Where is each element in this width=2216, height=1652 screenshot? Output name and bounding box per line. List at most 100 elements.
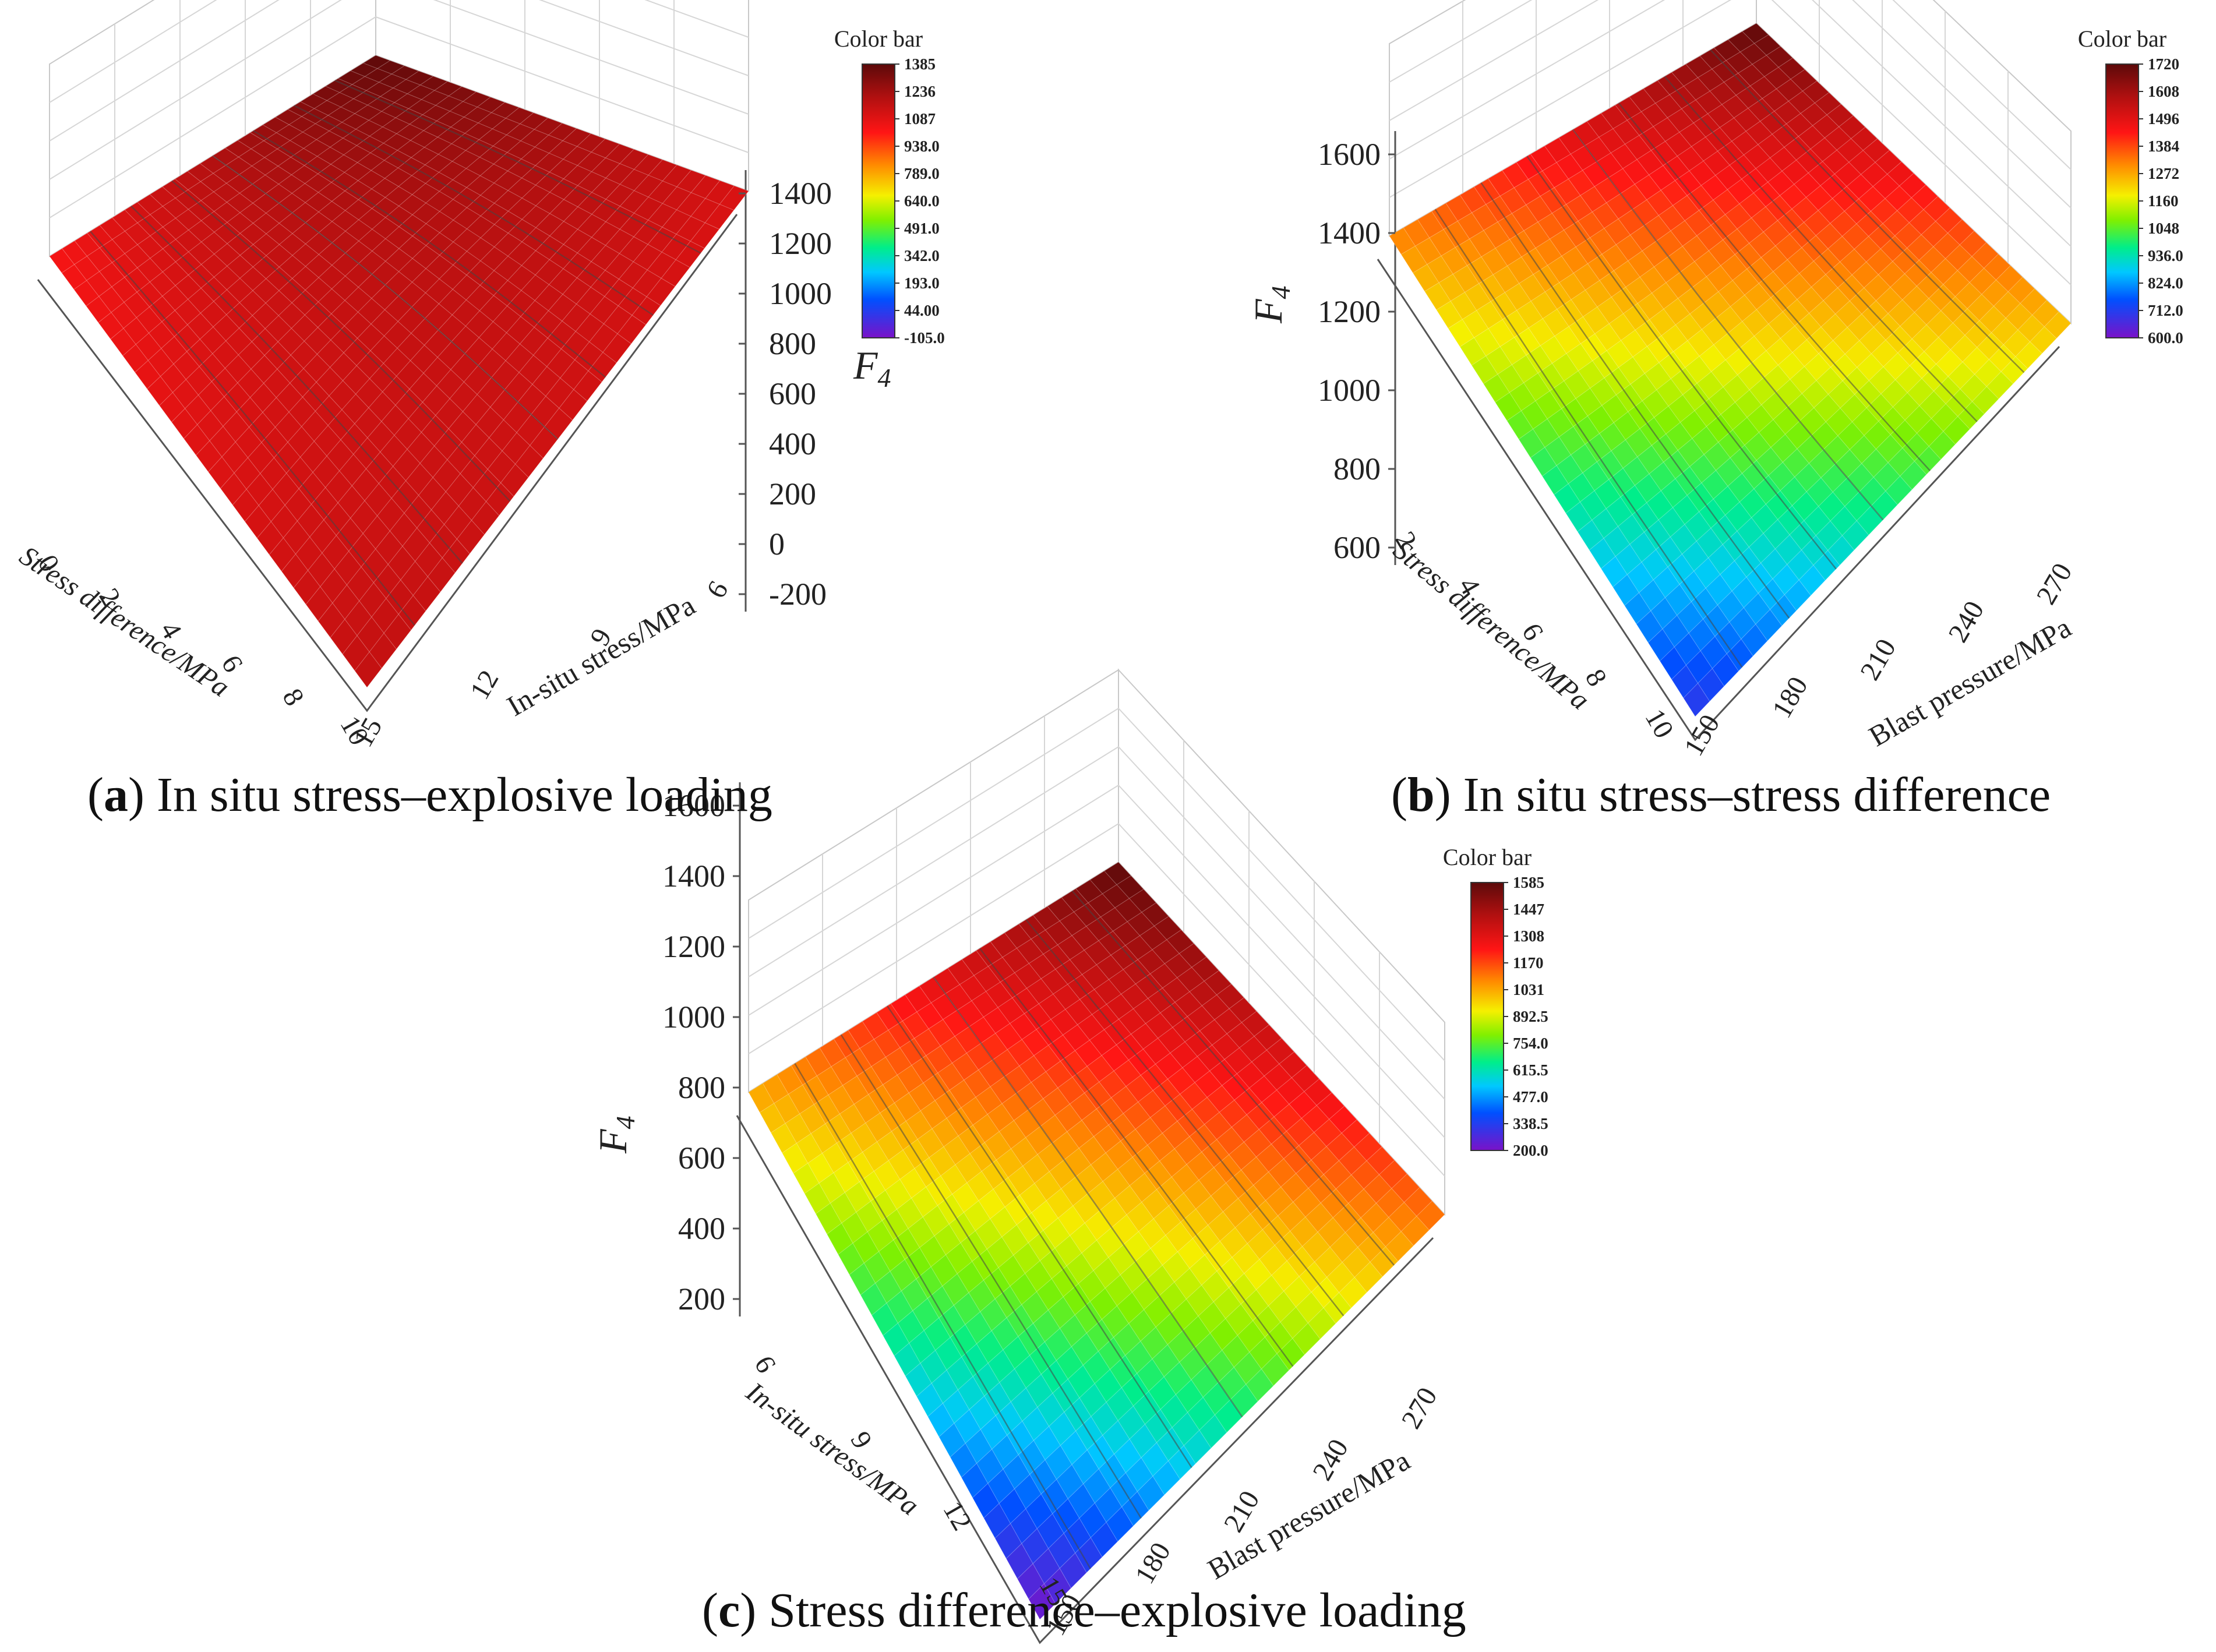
colorbar-label: 892.5 — [1513, 1008, 1548, 1025]
caption-a-text: ) In situ stress–explosive loading — [128, 768, 772, 822]
colorbar-label: 936.0 — [2148, 247, 2183, 264]
floor-axes — [37, 214, 738, 712]
caption-c-text: ) Stress difference–explosive loading — [740, 1583, 1466, 1637]
z-tick-label: 1000 — [1318, 373, 1381, 408]
z-tick-label: 1400 — [1318, 216, 1381, 250]
colorbar-label: 1447 — [1513, 901, 1544, 918]
contour-line — [933, 976, 1243, 1418]
z-tick-label: 800 — [769, 326, 816, 361]
grid-line — [49, 0, 749, 142]
floor-axes — [1377, 259, 2060, 742]
colorbar-label: 754.0 — [1513, 1035, 1548, 1052]
colorbar-label: 200.0 — [1513, 1142, 1548, 1159]
grid-line — [748, 784, 1445, 1138]
z-tick-label: 1000 — [662, 1000, 725, 1035]
contour-line — [1071, 890, 1395, 1266]
colorbar-label: 193.0 — [904, 274, 940, 292]
grid-line — [1389, 0, 2072, 247]
caption-c-letter: c — [718, 1583, 740, 1637]
z-axis-label-sub: 4 — [878, 363, 891, 393]
caption-c: (c) Stress difference–explosive loading — [702, 1583, 1466, 1637]
surface-cell — [354, 651, 382, 688]
left-back-wall — [49, 0, 376, 257]
x-axis-label: Stress difference/MPa — [1387, 534, 1595, 716]
caption-b: (b) In situ stress–stress difference — [1391, 768, 2051, 822]
x-tick-label: 6 — [748, 1351, 782, 1378]
z-axis-label: F4 — [1246, 285, 1296, 324]
z-tick-label: 800 — [1333, 451, 1381, 486]
z-axis: 200 400 600 800 1000 1200 1400 1600 F4 — [591, 788, 740, 1316]
panel-c: 2004006008001000120014001600F4691215In-s… — [591, 668, 1548, 1644]
z-tick-label: 1400 — [769, 176, 832, 211]
colorbar-label: -105.0 — [904, 329, 945, 347]
z-axis: -200 0 200 400 600 800 1000 1200 1400 F4 — [739, 176, 891, 612]
x-axis-label: Stress difference/MPa — [14, 540, 235, 703]
grid-line — [748, 823, 1445, 1177]
colorbar-label: 338.5 — [1513, 1115, 1548, 1132]
grid-line — [49, 0, 749, 103]
colorbar-label: 615.5 — [1513, 1061, 1548, 1079]
panel-a: -2000200400600800100012001400F40246810St… — [14, 0, 945, 752]
colorbar-title: Color bar — [1443, 844, 1532, 870]
grid-line — [1389, 0, 2072, 209]
y-tick-label: 150 — [1678, 709, 1726, 761]
grid-line — [49, 16, 749, 218]
colorbar-label: 1160 — [2148, 192, 2179, 210]
z-axis-label: F4 — [591, 1116, 640, 1154]
colorbar-label: 44.00 — [904, 302, 940, 319]
colorbar-label: 1608 — [2148, 83, 2179, 100]
z-axis-label-main: F — [1246, 298, 1290, 324]
colorbar-label: 789.0 — [904, 165, 940, 182]
y-tick-label: 12 — [464, 665, 505, 705]
x-axis-label: In-situ stress/MPa — [740, 1376, 924, 1522]
z-tick-label: 1200 — [769, 226, 832, 261]
caption-a-letter: a — [104, 768, 128, 822]
grid-line — [748, 746, 1445, 1100]
surface — [1389, 23, 2072, 717]
grid-walls — [736, 668, 1445, 1644]
surface-cell — [1683, 683, 1710, 717]
grid-line — [1389, 0, 2072, 285]
z-tick-label: -200 — [769, 577, 827, 612]
z-tick-label: 200 — [678, 1282, 725, 1316]
colorbar-label: 1048 — [2148, 220, 2179, 237]
contour-line — [979, 948, 1294, 1367]
colorbar: Color bar 1385 1236 1087 938.0 789.0 640.0 491.… — [834, 26, 945, 347]
contour-line — [1526, 156, 1837, 570]
contour-line — [294, 105, 654, 316]
colorbar-label: 1272 — [2148, 165, 2179, 182]
colorbar-label: 1385 — [904, 55, 936, 73]
colorbar-gradient — [862, 63, 895, 338]
x-tick-label: 10 — [1639, 704, 1679, 743]
z-axis-label-sub: 4 — [1266, 285, 1296, 299]
colorbar-label: 1496 — [2148, 110, 2179, 128]
colorbar: Color bar 1585 1447 1308 1170 1031 892.5 754.0 6… — [1443, 844, 1548, 1159]
contour-line — [1618, 103, 1931, 471]
colorbar-label: 477.0 — [1513, 1088, 1548, 1106]
y-axis-label: In-situ stress/MPa — [502, 588, 701, 722]
contour-line — [1664, 76, 1978, 422]
colorbar-title: Color bar — [2078, 26, 2166, 52]
contour-line — [1480, 182, 1790, 619]
colorbar-label: 1585 — [1513, 874, 1544, 891]
colorbar-label: 938.0 — [904, 137, 940, 155]
colorbar-gradient — [1470, 882, 1504, 1151]
contour-line — [334, 79, 701, 254]
contour-line — [1710, 49, 2025, 373]
colorbar-title: Color bar — [834, 26, 923, 52]
contour-line — [1434, 209, 1743, 668]
surface — [748, 862, 1445, 1620]
caption-b-text: ) In situ stress–stress difference — [1435, 768, 2051, 822]
contour-line — [212, 155, 559, 440]
z-tick-label: 1400 — [662, 859, 725, 894]
colorbar-label: 1384 — [2148, 137, 2179, 155]
contour-line — [887, 1005, 1192, 1469]
grid-line — [1389, 0, 2072, 170]
grid-line — [49, 0, 749, 180]
contour-line — [253, 130, 606, 378]
caption-a: (a) In situ stress–explosive loading — [87, 768, 772, 822]
z-tick-label: 1200 — [1318, 294, 1381, 329]
z-axis-label-main: F — [591, 1128, 635, 1154]
